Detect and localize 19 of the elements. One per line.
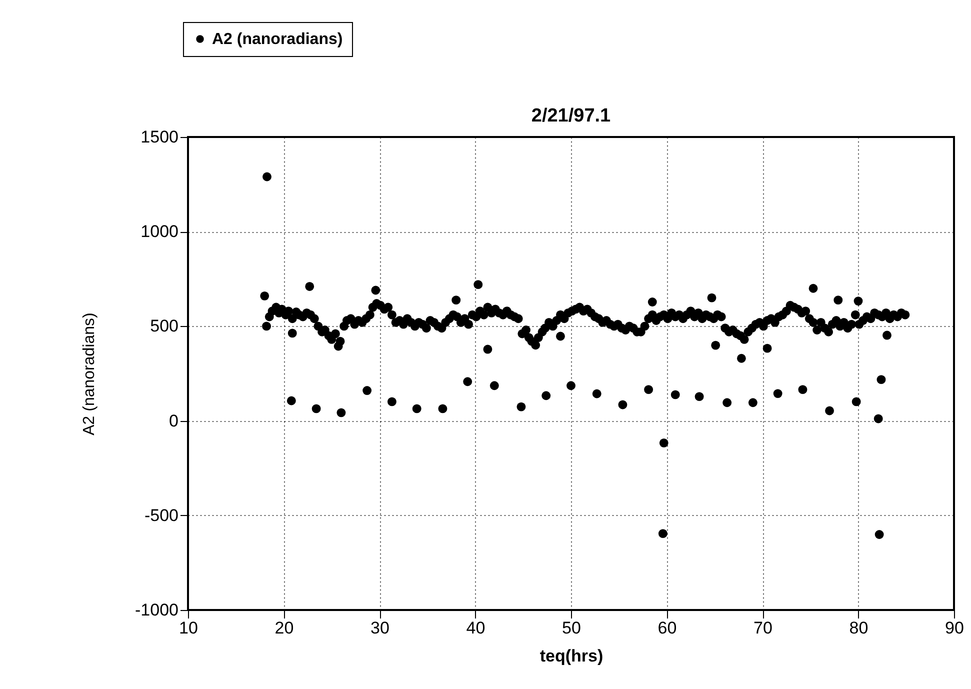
- x-tick-label: 80: [849, 618, 868, 638]
- legend-label: A2 (nanoradians): [212, 31, 343, 48]
- x-tick-label: 50: [562, 618, 581, 638]
- x-tick-label: 60: [658, 618, 677, 638]
- y-axis-title: A2 (nanoradians): [81, 312, 98, 436]
- x-tick-label: 40: [466, 618, 486, 638]
- x-tick-label: 90: [945, 618, 964, 638]
- y-tick-label: -500: [144, 506, 178, 525]
- x-tick-label: 70: [754, 618, 772, 638]
- x-tick-label: 10: [179, 618, 198, 638]
- x-axis-title: teq(hrs): [540, 646, 604, 666]
- y-tick-label: -1000: [135, 600, 178, 620]
- y-tick-label: 1500: [140, 128, 178, 146]
- chart-title: 2/21/97.1: [531, 106, 612, 126]
- x-tick-label: 20: [274, 618, 294, 638]
- x-tick-label: 30: [370, 618, 390, 638]
- y-tick-label: 500: [150, 316, 178, 336]
- y-tick-label: 1000: [140, 222, 178, 242]
- y-tick-label: 0: [169, 411, 178, 430]
